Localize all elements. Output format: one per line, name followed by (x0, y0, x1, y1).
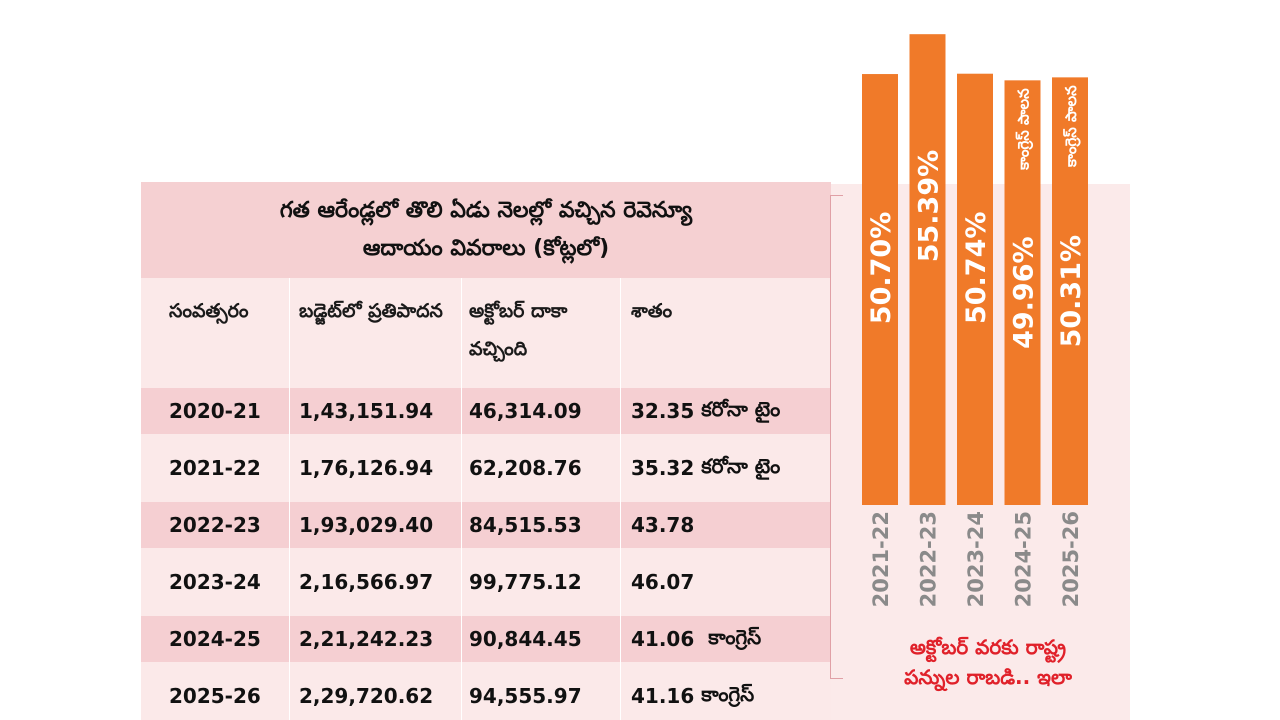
percent-value: 46.07 (631, 570, 695, 594)
cell-received: 90,844.45 (469, 627, 582, 651)
caption-line-2: పన్నుల రాబడి.. ఇలా (904, 665, 1072, 689)
cell-budget: 2,16,566.97 (299, 570, 434, 594)
table-row: 2021-22 1,76,126.94 62,208.76 35.32 కరోన… (141, 445, 831, 491)
cell-year: 2025-26 (169, 684, 261, 708)
cell-received: 99,775.12 (469, 570, 582, 594)
cell-percent: 41.16 కాంగ్రెస్ (631, 673, 754, 719)
header-received: అక్టోబర్ దాకా వచ్చింది (469, 300, 568, 360)
cell-budget: 1,93,029.40 (299, 513, 434, 537)
table-row: 2025-26 2,29,720.62 94,555.97 41.16 కాంగ… (141, 673, 831, 719)
cell-year: 2020-21 (169, 399, 261, 423)
percent-value: 35.32 (631, 456, 695, 480)
header-percent: శాతం (631, 300, 673, 322)
cell-budget: 2,29,720.62 (299, 684, 434, 708)
table-row: 2020-21 1,43,151.94 46,314.09 32.35 కరోన… (141, 388, 831, 434)
chart-caption: అక్టోబర్ వరకు రాష్ట్ర పన్నుల రాబడి.. ఇలా (848, 632, 1128, 692)
header-year: సంవత్సరం (169, 300, 249, 322)
column-divider (289, 278, 290, 720)
caption-line-1: అక్టోబర్ వరకు రాష్ట్ర (909, 635, 1067, 659)
cell-year: 2021-22 (169, 456, 261, 480)
cell-year: 2022-23 (169, 513, 261, 537)
chart-bracket (830, 195, 843, 679)
row-note: కరోనా టైం (701, 453, 781, 478)
table-row: 2024-25 2,21,242.23 90,844.45 41.06 కాంగ… (141, 616, 831, 662)
cell-year: 2023-24 (169, 570, 261, 594)
row-note: కరోనా టైం (701, 396, 781, 421)
row-note: కాంగ్రెస్ (708, 624, 762, 649)
bar-annotation: కాంగ్రెస్ పాలన (1015, 88, 1034, 171)
table-title: గత ఆరేండ్లలో తొలి ఏడు నెలల్లో వచ్చిన రెవ… (141, 182, 831, 278)
cell-received: 62,208.76 (469, 456, 582, 480)
cell-budget: 1,43,151.94 (299, 399, 434, 423)
percent-value: 41.16 (631, 684, 695, 708)
table-title-line-2: ఆదాయం వివరాలు (కోట్లలో) (362, 236, 610, 261)
bar-annotation: కాంగ్రెస్ పాలన (1062, 85, 1081, 168)
cell-budget: 2,21,242.23 (299, 627, 434, 651)
column-divider (620, 278, 621, 720)
table-header-row: సంవత్సరం బడ్జెట్‌లో ప్రతిపాదన అక్టోబర్ ద… (141, 278, 831, 388)
row-note: కాంగ్రెస్ (701, 681, 755, 706)
cell-received: 46,314.09 (469, 399, 582, 423)
column-divider (461, 278, 462, 720)
cell-percent: 35.32 కరోనా టైం (631, 445, 780, 491)
percent-value: 32.35 (631, 399, 695, 423)
cell-year: 2024-25 (169, 627, 261, 651)
cell-percent: 46.07 (631, 559, 694, 605)
cell-received: 84,515.53 (469, 513, 582, 537)
cell-percent: 43.78 (631, 502, 694, 548)
header-budget: బడ్జెట్‌లో ప్రతిపాదన (299, 300, 443, 322)
table-row: 2022-23 1,93,029.40 84,515.53 43.78 (141, 502, 831, 548)
cell-received: 94,555.97 (469, 684, 582, 708)
cell-budget: 1,76,126.94 (299, 456, 434, 480)
cell-percent: 32.35 కరోనా టైం (631, 388, 780, 434)
table-row: 2023-24 2,16,566.97 99,775.12 46.07 (141, 559, 831, 605)
percent-value: 43.78 (631, 513, 695, 537)
revenue-table: గత ఆరేండ్లలో తొలి ఏడు నెలల్లో వచ్చిన రెవ… (141, 182, 831, 719)
table-title-line-1: గత ఆరేండ్లలో తొలి ఏడు నెలల్లో వచ్చిన రెవ… (279, 198, 693, 223)
cell-percent: 41.06 కాంగ్రెస్ (631, 616, 761, 662)
percent-value: 41.06 (631, 627, 695, 651)
